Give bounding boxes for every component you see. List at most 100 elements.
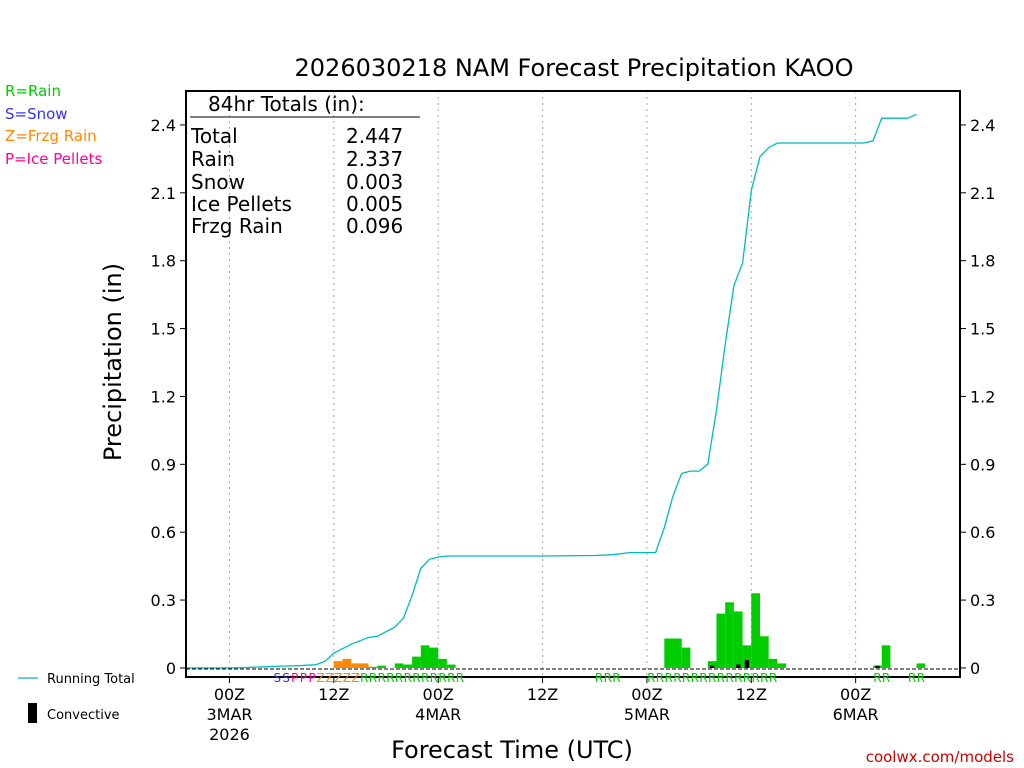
y-tick-label-right: 0.6 bbox=[970, 523, 995, 542]
precip-type-marker: R bbox=[612, 671, 620, 685]
y-tick-label-right: 0 bbox=[970, 659, 980, 678]
precip-type-marker: R bbox=[421, 671, 429, 685]
y-tick-label-right: 2.1 bbox=[970, 184, 995, 203]
grid-layer bbox=[228, 91, 857, 677]
precip-bar bbox=[333, 661, 343, 668]
y-tick-label: 0 bbox=[166, 659, 176, 678]
totals-value-frzg-rain: 0.096 bbox=[346, 214, 403, 238]
precip-bar bbox=[429, 647, 439, 668]
precip-bar bbox=[759, 636, 769, 668]
precip-type-marker: R bbox=[656, 671, 664, 685]
precip-type-marker: R bbox=[717, 671, 725, 685]
x-tick-label: 12Z bbox=[736, 685, 767, 704]
convective-bar bbox=[744, 660, 750, 668]
y-tick-label-right: 1.5 bbox=[970, 320, 995, 339]
legend-frzg-rain: Z=Frzg Rain bbox=[5, 127, 97, 145]
precip-bar bbox=[664, 638, 674, 668]
precip-bar bbox=[742, 645, 752, 668]
precip-bar bbox=[751, 593, 760, 668]
precip-type-marker: R bbox=[873, 671, 881, 685]
convective-bar bbox=[875, 665, 880, 668]
precip-type-marker: Z bbox=[325, 671, 333, 685]
y-tick-label: 1.8 bbox=[151, 252, 176, 271]
totals-label-rain: Rain bbox=[191, 147, 235, 171]
x-tick-label: 00Z bbox=[840, 685, 871, 704]
precip-type-marker: R bbox=[647, 671, 655, 685]
precip-type-marker: R bbox=[673, 671, 681, 685]
precip-type-marker: R bbox=[664, 671, 672, 685]
x-tick-label: 5MAR bbox=[624, 705, 670, 724]
precip-bar bbox=[351, 663, 360, 668]
running-total-line bbox=[186, 113, 917, 669]
convective-bar bbox=[709, 665, 715, 668]
y-tick-label: 2.4 bbox=[151, 116, 176, 135]
precip-type-marker: Z bbox=[334, 671, 342, 685]
precip-type-marker: R bbox=[769, 671, 777, 685]
plot-frame bbox=[185, 90, 961, 678]
precip-type-marker: R bbox=[360, 671, 368, 685]
precip-type-marker: R bbox=[604, 671, 612, 685]
chart-header: 2026030218 NAM Forecast Precipitation KA… bbox=[295, 54, 854, 82]
precip-bar bbox=[403, 664, 413, 668]
precip-type-marker: R bbox=[378, 671, 386, 685]
precip-bar bbox=[681, 647, 691, 668]
precip-bar bbox=[777, 663, 787, 668]
precip-type-marker: R bbox=[691, 671, 699, 685]
legend-rain: R=Rain bbox=[5, 82, 61, 100]
precip-type-marker: R bbox=[734, 671, 742, 685]
x-tick-label: 2026 bbox=[209, 725, 250, 744]
chart-title: 2026030218 NAM Forecast Precipitation KA… bbox=[295, 54, 854, 82]
legend-snow: S=Snow bbox=[5, 105, 68, 123]
precip-bar bbox=[881, 645, 891, 668]
precip-bar bbox=[368, 666, 378, 668]
y-tick-label-right: 1.2 bbox=[970, 387, 995, 406]
precip-bar bbox=[707, 661, 717, 668]
precip-type-marker: Z bbox=[317, 671, 325, 685]
precip-type-marker: R bbox=[438, 671, 446, 685]
y-axis-label: Precipitation (in) bbox=[99, 263, 127, 461]
precip-type-marker: P bbox=[291, 671, 298, 685]
precip-bar bbox=[394, 663, 404, 668]
precip-type-marker: R bbox=[595, 671, 603, 685]
y-tick-label-right: 0.9 bbox=[970, 455, 995, 474]
precip-bar bbox=[412, 656, 421, 668]
precip-bar bbox=[916, 663, 926, 668]
x-tick-label: 6MAR bbox=[833, 705, 879, 724]
precip-type-marker: R bbox=[395, 671, 403, 685]
y-axis-ticks: 0 0 0.3 0.3 0.6 0.6 0.9 0.9 1.2 1.2 1.5 1.5 1.8 1.8 2.… bbox=[151, 116, 996, 678]
x-tick-label: 4MAR bbox=[415, 705, 461, 724]
precip-type-marker: R bbox=[369, 671, 377, 685]
precip-type-marker: R bbox=[412, 671, 420, 685]
y-tick-label: 2.1 bbox=[151, 184, 176, 203]
precip-type-marker: S bbox=[274, 671, 282, 685]
x-tick-label: 3MAR bbox=[206, 705, 252, 724]
x-tick-label: 00Z bbox=[423, 685, 454, 704]
totals-value-rain: 2.337 bbox=[346, 147, 403, 171]
y-tick-label: 0.9 bbox=[151, 455, 176, 474]
convective-bar bbox=[736, 664, 741, 668]
legend-ice-pellets: P=Ice Pellets bbox=[5, 150, 102, 168]
precip-type-marker: R bbox=[882, 671, 890, 685]
precip-bar bbox=[733, 611, 743, 668]
convective-swatch bbox=[28, 703, 37, 723]
precip-type-marker: R bbox=[908, 671, 916, 685]
precip-bar bbox=[673, 638, 682, 668]
y-tick-label-right: 2.4 bbox=[970, 116, 995, 135]
type-legend: R=Rain S=Snow Z=Frzg Rain P=Ice Pellets bbox=[5, 82, 102, 168]
precip-type-marker: R bbox=[447, 671, 455, 685]
x-tick-label: 00Z bbox=[631, 685, 662, 704]
y-tick-label-right: 0.3 bbox=[970, 591, 995, 610]
precip-type-marker: R bbox=[430, 671, 438, 685]
watermark: coolwx.com/models bbox=[866, 748, 1014, 766]
precip-type-marker: R bbox=[760, 671, 768, 685]
precip-type-marker: R bbox=[682, 671, 690, 685]
totals-label-frzg-rain: Frzg Rain bbox=[191, 214, 283, 238]
precip-type-marker: S bbox=[282, 671, 290, 685]
precip-type-marker: R bbox=[708, 671, 716, 685]
precip-type-marker: P bbox=[300, 671, 307, 685]
precip-bar bbox=[446, 664, 456, 668]
